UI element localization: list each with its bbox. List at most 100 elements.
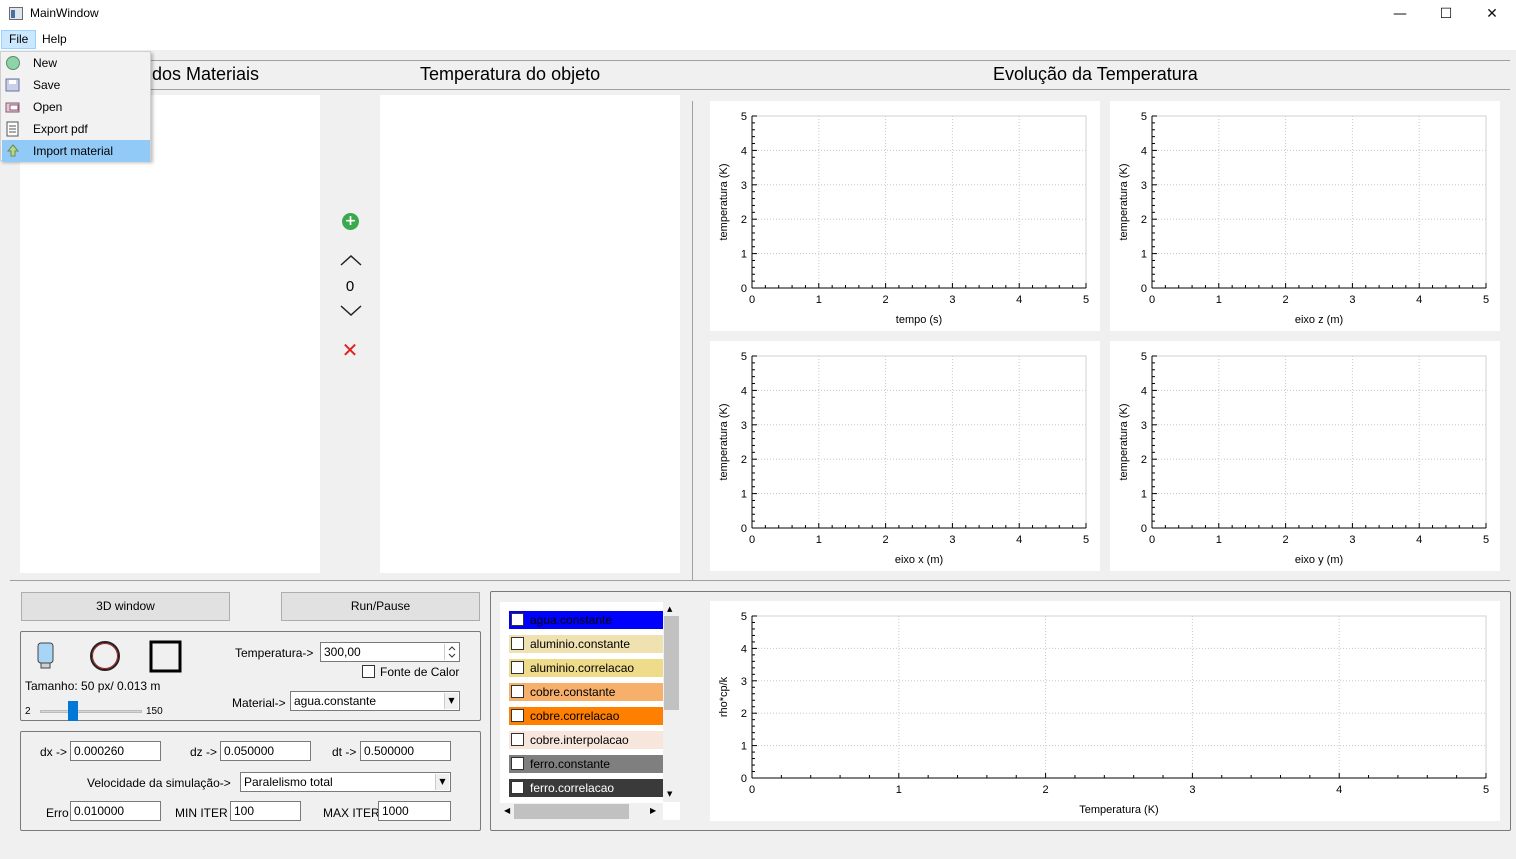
- minimize-button[interactable]: —: [1393, 6, 1407, 22]
- legend-item[interactable]: ferro.correlacao: [509, 779, 663, 797]
- legend-item[interactable]: ferro.constante: [509, 755, 663, 773]
- plot-property[interactable]: 0 1 2 3 4 5 0 1 2 3 4 5 Temperatura (K) rho*cp/k: [710, 601, 1500, 821]
- x-tick-label: 4: [1416, 294, 1422, 306]
- x-tick-label: 4: [1336, 784, 1342, 796]
- combo-arrow-icon[interactable]: ▼: [435, 774, 449, 790]
- heat-source-checkbox[interactable]: [362, 665, 375, 678]
- menu-item-save[interactable]: Save: [2, 74, 150, 96]
- y-tick-label: 2: [741, 214, 747, 226]
- dx-input[interactable]: 0.000260: [70, 741, 161, 761]
- legend-checkbox[interactable]: [511, 733, 524, 746]
- y-tick-label: 4: [741, 145, 747, 157]
- temperature-spinbox[interactable]: 300,00: [320, 642, 460, 662]
- x-axis-label: eixo x (m): [895, 554, 943, 566]
- legend-checkbox[interactable]: [511, 637, 524, 650]
- x-tick-label: 1: [816, 294, 822, 306]
- dz-input[interactable]: 0.050000: [220, 741, 311, 761]
- x-tick-label: 0: [1149, 534, 1155, 546]
- legend-checkbox[interactable]: [511, 661, 524, 674]
- plot-x[interactable]: 0 1 2 3 4 5 0 1 2 3 4 5 eixo x (m) temperatura (K): [710, 341, 1100, 571]
- min-iter-input[interactable]: 100: [230, 801, 301, 821]
- x-tick-label: 0: [1149, 294, 1155, 306]
- export-pdf-icon: [5, 121, 21, 137]
- close-button[interactable]: ✕: [1486, 6, 1498, 22]
- menu-item-open[interactable]: Open: [2, 96, 150, 118]
- chevron-down-icon[interactable]: [339, 304, 363, 321]
- y-tick-label: 5: [741, 611, 747, 623]
- menu-help[interactable]: Help: [42, 32, 67, 46]
- erro-input[interactable]: 0.010000: [70, 801, 161, 821]
- y-tick-label: 0: [1141, 523, 1147, 535]
- plot-y[interactable]: 0 1 2 3 4 5 0 1 2 3 4 5 eixo y (m) temperatura (K): [1110, 341, 1500, 571]
- size-slider-track[interactable]: [40, 710, 142, 713]
- x-tick-label: 2: [883, 534, 889, 546]
- materials-list[interactable]: [20, 95, 320, 573]
- max-iter-label: MAX ITER: [323, 806, 380, 820]
- y-tick-label: 4: [1141, 145, 1147, 157]
- circle-tool-icon[interactable]: [89, 640, 123, 677]
- dt-input[interactable]: 0.500000: [360, 741, 451, 761]
- legend-checkbox[interactable]: [511, 685, 524, 698]
- open-icon: [5, 99, 21, 115]
- legend-label: aluminio.correlacao: [530, 661, 635, 675]
- plot-z[interactable]: 0 1 2 3 4 5 0 1 2 3 4 5 eixo z (m) temperatura (K): [1110, 101, 1500, 331]
- legend-item[interactable]: aluminio.constante: [509, 635, 663, 653]
- slider-min: 2: [25, 706, 31, 717]
- legend-item[interactable]: cobre.correlacao: [509, 707, 663, 725]
- draw-tools-group: [20, 631, 481, 721]
- speed-combo[interactable]: Paralelismo total ▼: [240, 772, 451, 792]
- slider-max: 150: [146, 706, 163, 717]
- material-legend-list[interactable]: agua.constante aluminio.constante aluminio…: [500, 602, 680, 820]
- legend-item[interactable]: cobre.interpolacao: [509, 731, 663, 749]
- legend-checkbox[interactable]: [511, 781, 524, 794]
- eraser-tool-icon[interactable]: [36, 641, 56, 674]
- material-combo[interactable]: agua.constante ▼: [290, 691, 460, 711]
- y-tick-label: 3: [1141, 180, 1147, 192]
- menu-item-new[interactable]: New: [2, 52, 150, 74]
- y-tick-label: 0: [741, 773, 747, 785]
- scroll-up-icon[interactable]: ▲: [667, 605, 673, 613]
- combo-arrow-icon[interactable]: ▼: [444, 693, 458, 709]
- legend-checkbox[interactable]: [511, 613, 524, 626]
- scroll-down-icon[interactable]: ▼: [667, 790, 673, 798]
- square-tool-icon[interactable]: [149, 640, 183, 677]
- scroll-right-icon[interactable]: ▶: [650, 806, 657, 815]
- title-bar: MainWindow — ☐ ✕: [0, 0, 1516, 28]
- 3d-window-button[interactable]: 3D window: [21, 592, 230, 621]
- chevron-up-icon[interactable]: [339, 253, 363, 270]
- legend-item[interactable]: aluminio.correlacao: [509, 659, 663, 677]
- scroll-thumb[interactable]: [664, 616, 679, 710]
- y-tick-label: 0: [741, 523, 747, 535]
- legend-checkbox[interactable]: [511, 757, 524, 770]
- legend-checkbox[interactable]: [511, 709, 524, 722]
- legend-item[interactable]: cobre.constante: [509, 683, 663, 701]
- legend-label: cobre.correlacao: [530, 709, 620, 723]
- menu-item-export-pdf[interactable]: Export pdf: [2, 118, 150, 140]
- x-tick-label: 4: [1016, 294, 1022, 306]
- maximize-button[interactable]: ☐: [1439, 6, 1453, 22]
- spin-arrows-icon[interactable]: [444, 644, 458, 660]
- run-pause-button[interactable]: Run/Pause: [281, 592, 480, 621]
- scroll-thumb-h[interactable]: [514, 804, 629, 819]
- menu-item-import-material[interactable]: Import material: [2, 140, 150, 162]
- menu-file[interactable]: File: [1, 30, 37, 49]
- temperature-value: 300,00: [324, 645, 361, 659]
- legend-vertical-scrollbar[interactable]: ▲ ▼: [663, 602, 680, 802]
- scroll-left-icon[interactable]: ◀: [504, 806, 511, 815]
- legend-item[interactable]: agua.constante: [509, 611, 663, 629]
- legend-horizontal-scrollbar[interactable]: ◀ ▶: [500, 803, 663, 820]
- y-tick-label: 1: [1141, 489, 1147, 501]
- y-tick-label: 2: [741, 454, 747, 466]
- max-iter-input[interactable]: 1000: [378, 801, 451, 821]
- x-axis-label: tempo (s): [896, 314, 942, 326]
- plot-time[interactable]: 0 1 2 3 4 5 0 1 2 3 4 5 tempo (s) temperatura (K): [710, 101, 1100, 331]
- remove-layer-icon[interactable]: ✕: [341, 338, 359, 362]
- legend-label: agua.constante: [530, 613, 613, 627]
- add-layer-icon[interactable]: +: [342, 213, 359, 230]
- size-slider-handle[interactable]: [68, 701, 79, 721]
- y-tick-label: 1: [741, 741, 747, 753]
- object-layers-list[interactable]: [380, 95, 680, 573]
- plot-canvas: 0 1 2 3 4 5 0 1 2 3 4 5 eixo x (m) temperatura (K): [718, 351, 1089, 566]
- menu-bar: File Help: [0, 28, 1516, 50]
- size-label: Tamanho: 50 px/ 0.013 m: [25, 679, 161, 693]
